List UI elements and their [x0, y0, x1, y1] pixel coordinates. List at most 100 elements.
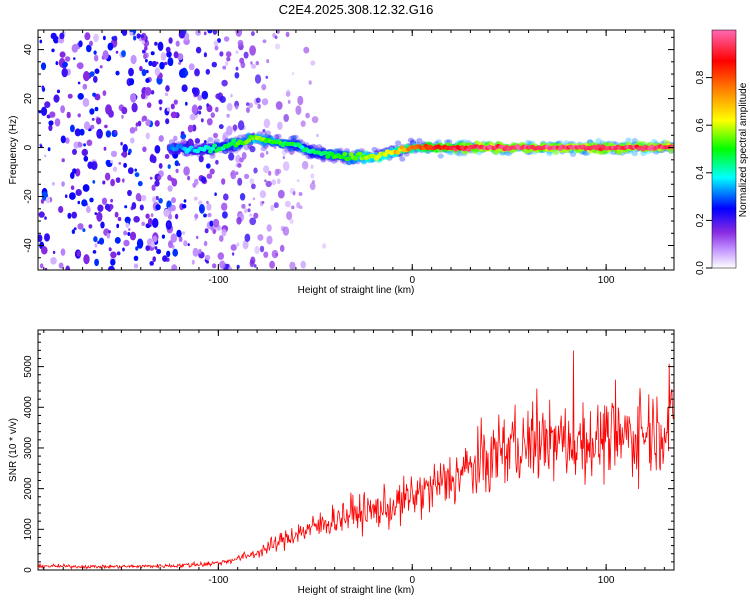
spectrogram-xlabel: Height of straight line (km): [298, 285, 415, 296]
noise-speckle: [263, 118, 271, 129]
ridge-core-blob: [205, 145, 211, 150]
noise-speckle: [177, 53, 184, 61]
noise-speckle: [141, 69, 147, 77]
noise-speckle: [206, 200, 209, 205]
colorbar-ticks: 0.0 0.2 0.4 0.6 0.8: [695, 70, 712, 275]
noise-speckle: [263, 251, 269, 258]
noise-speckle: [40, 106, 48, 117]
noise-speckle: [166, 222, 171, 227]
noise-speckle: [228, 152, 235, 161]
noise-speckle: [150, 241, 155, 248]
ridge-band-blob: [616, 149, 624, 156]
noise-speckle: [152, 235, 158, 243]
noise-speckle: [93, 75, 98, 83]
colorbar-tick-label: 0.2: [695, 213, 706, 227]
noise-speckle: [115, 177, 121, 184]
ridge-halo-blob: [625, 137, 632, 143]
noise-speckle: [249, 259, 255, 268]
noise-speckle: [122, 151, 126, 156]
noise-speckle: [103, 146, 107, 151]
noise-speckle: [263, 165, 270, 174]
noise-speckle: [173, 135, 178, 142]
noise-speckle: [82, 98, 90, 107]
ridge-core-blob: [325, 154, 331, 159]
ridge-core-blob: [212, 143, 218, 148]
ridge-halo-blob: [316, 144, 323, 150]
noise-speckle: [242, 239, 249, 250]
noise-speckle: [215, 159, 219, 165]
noise-speckle: [166, 107, 171, 112]
noise-speckle: [128, 67, 134, 77]
noise-speckle: [92, 180, 96, 184]
noise-speckle: [215, 106, 219, 113]
ridge-core-blob: [670, 144, 674, 149]
noise-speckle: [283, 114, 290, 122]
noise-speckle: [112, 166, 118, 172]
noise-speckle: [113, 35, 118, 42]
snr-series-line: [38, 350, 674, 570]
noise-speckle: [192, 247, 199, 257]
noise-speckle: [166, 51, 172, 58]
noise-speckle: [40, 62, 47, 71]
noise-speckle: [291, 72, 295, 76]
noise-speckle: [82, 228, 86, 233]
noise-speckle: [58, 262, 64, 269]
noise-speckle: [235, 30, 243, 37]
noise-speckle: [93, 236, 98, 243]
noise-speckle: [173, 51, 179, 59]
noise-speckle: [168, 37, 173, 44]
noise-speckle: [127, 232, 131, 236]
noise-speckle: [261, 201, 265, 204]
noise-speckle: [94, 68, 100, 74]
snr-frame: [37, 329, 675, 571]
noise-speckle: [108, 109, 114, 118]
noise-speckle: [187, 124, 194, 133]
noise-speckle: [311, 179, 315, 184]
noise-speckle: [269, 260, 275, 269]
noise-speckle: [83, 155, 89, 162]
x-tick-label: 100: [598, 575, 615, 586]
noise-speckle: [270, 204, 275, 212]
noise-speckle: [150, 90, 155, 95]
noise-speckle: [123, 162, 127, 168]
noise-speckle: [203, 213, 207, 218]
noise-speckle: [289, 218, 294, 224]
noise-speckle: [183, 240, 188, 247]
noise-speckle: [110, 150, 118, 158]
noise-speckle: [249, 178, 255, 185]
noise-speckle: [110, 160, 114, 164]
noise-speckle: [104, 124, 108, 129]
noise-speckle: [219, 235, 224, 242]
noise-speckle: [277, 121, 283, 130]
noise-speckle: [265, 180, 272, 188]
noise-speckle: [277, 189, 285, 199]
noise-speckle: [237, 177, 243, 186]
noise-speckle: [274, 35, 278, 40]
noise-speckle: [212, 218, 220, 228]
noise-speckle: [152, 256, 156, 262]
noise-speckle: [262, 129, 266, 133]
noise-speckle: [147, 218, 153, 225]
noise-speckle: [59, 32, 65, 40]
noise-speckle: [158, 163, 163, 169]
noise-speckle: [83, 254, 90, 265]
noise-speckle: [275, 101, 283, 110]
colorbar: 0.0 0.2 0.4 0.6 0.8 Normalized spectral ampl…: [695, 29, 749, 275]
noise-speckle: [70, 124, 75, 133]
snr-ylabel: SNR (10 * v/v): [8, 418, 19, 482]
noise-speckle: [221, 79, 228, 87]
noise-speckle: [162, 255, 168, 262]
noise-speckle: [92, 92, 96, 97]
noise-speckle: [310, 164, 314, 169]
noise-speckle: [184, 70, 189, 76]
noise-speckle: [296, 179, 300, 183]
noise-speckle: [51, 48, 55, 53]
noise-speckle: [86, 205, 91, 214]
noise-speckle: [170, 103, 175, 110]
noise-speckle: [249, 45, 256, 56]
noise-speckle: [201, 90, 209, 100]
noise-speckle: [140, 194, 147, 202]
noise-speckle: [251, 183, 256, 190]
noise-speckle: [257, 234, 264, 241]
